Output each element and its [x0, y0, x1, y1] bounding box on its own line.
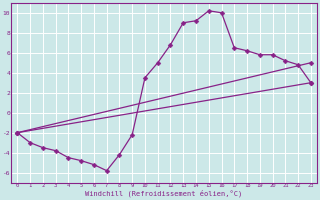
X-axis label: Windchill (Refroidissement éolien,°C): Windchill (Refroidissement éolien,°C)	[85, 190, 243, 197]
